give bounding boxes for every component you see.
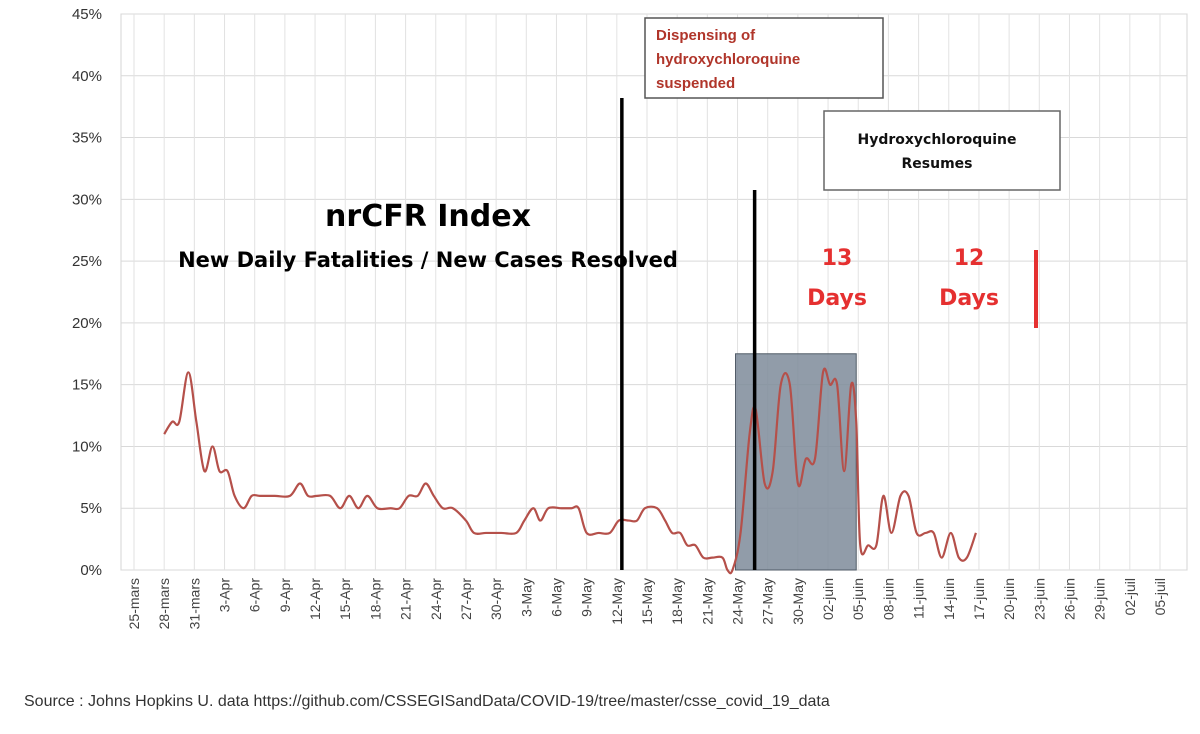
x-tick-label: 31-mars [186, 578, 202, 629]
x-tick-label: 6-May [548, 578, 564, 617]
x-tick-label: 3-May [518, 578, 534, 617]
y-tick-label: 45% [72, 6, 102, 23]
annotation-suspended-line3: suspended [656, 75, 735, 92]
chart-subtitle: New Daily Fatalities / New Cases Resolve… [178, 248, 678, 272]
x-tick-label: 20-juin [1001, 578, 1017, 620]
chart-title: nrCFR Index [325, 199, 531, 234]
grid [121, 13, 1187, 571]
x-tick-label: 28-mars [156, 578, 172, 629]
marker-lines [620, 98, 757, 570]
x-tick-label: 12-May [609, 578, 625, 625]
x-tick-label: 21-Apr [398, 578, 414, 620]
x-tick-label: 18-Apr [367, 578, 383, 620]
days12-number: 12 [954, 246, 985, 271]
days13-label: Days [807, 286, 867, 311]
annotation-box-resumes [823, 110, 1061, 191]
x-tick-label: 21-May [699, 578, 715, 625]
x-axis-ticks: 25-mars 28-mars 31-mars 3-Apr 6-Apr 9-Apr 12-A… [126, 578, 1168, 630]
y-tick-label: 25% [72, 253, 102, 270]
x-tick-label: 30-May [790, 578, 806, 625]
x-tick-label: 3-Apr [217, 578, 233, 613]
x-tick-label: 18-May [669, 578, 685, 625]
x-tick-label: 24-Apr [428, 578, 444, 620]
days12-label: Days [939, 286, 999, 311]
x-tick-label: 08-juin [880, 578, 896, 620]
y-tick-label: 20% [72, 315, 102, 332]
x-tick-label: 25-mars [126, 578, 142, 629]
y-tick-label: 5% [80, 500, 102, 517]
x-tick-label: 02-juil [1122, 578, 1138, 615]
days13-number: 13 [822, 246, 853, 271]
x-tick-label: 26-juin [1061, 578, 1077, 620]
x-tick-label: 27-Apr [458, 578, 474, 620]
x-tick-label: 27-May [760, 578, 776, 625]
y-tick-label: 40% [72, 68, 102, 85]
y-tick-label: 30% [72, 191, 102, 208]
x-tick-label: 29-juin [1092, 578, 1108, 620]
x-tick-label: 15-May [639, 578, 655, 625]
y-axis-ticks: 0% 5% 10% 15% 20% 25% 30% 35% 40% 45% [72, 6, 102, 579]
annotation-resumes-line1: Hydroxychloroquine [858, 132, 1017, 148]
x-tick-label: 9-May [579, 578, 595, 617]
x-tick-label: 23-juin [1031, 578, 1047, 620]
x-tick-label: 24-May [730, 578, 746, 625]
x-tick-label: 15-Apr [337, 578, 353, 620]
series-line [163, 367, 977, 575]
y-tick-label: 10% [72, 438, 102, 455]
x-tick-label: 05-juil [1152, 578, 1168, 615]
y-tick-label: 0% [80, 562, 102, 579]
annotation-resumes-line2: Resumes [902, 156, 973, 172]
x-tick-label: 9-Apr [277, 578, 293, 613]
series-layer [163, 367, 977, 575]
annotation-box-suspended [644, 17, 884, 99]
annotation-suspended-line2: hydroxychloroquine [656, 51, 800, 68]
x-tick-label: 14-juin [941, 578, 957, 620]
y-tick-label: 15% [72, 377, 102, 394]
x-tick-label: 6-Apr [247, 578, 263, 613]
x-tick-label: 02-juin [820, 578, 836, 620]
x-tick-label: 05-juin [850, 578, 866, 620]
x-tick-label: 11-juin [911, 578, 927, 619]
x-tick-label: 12-Apr [307, 578, 323, 620]
y-tick-label: 35% [72, 130, 102, 147]
annotation-suspended-line1: Dispensing of [656, 27, 756, 44]
x-tick-label: 17-juin [971, 578, 987, 620]
x-tick-label: 30-Apr [488, 578, 504, 620]
source-caption: Source : Johns Hopkins U. data https://g… [24, 693, 830, 710]
